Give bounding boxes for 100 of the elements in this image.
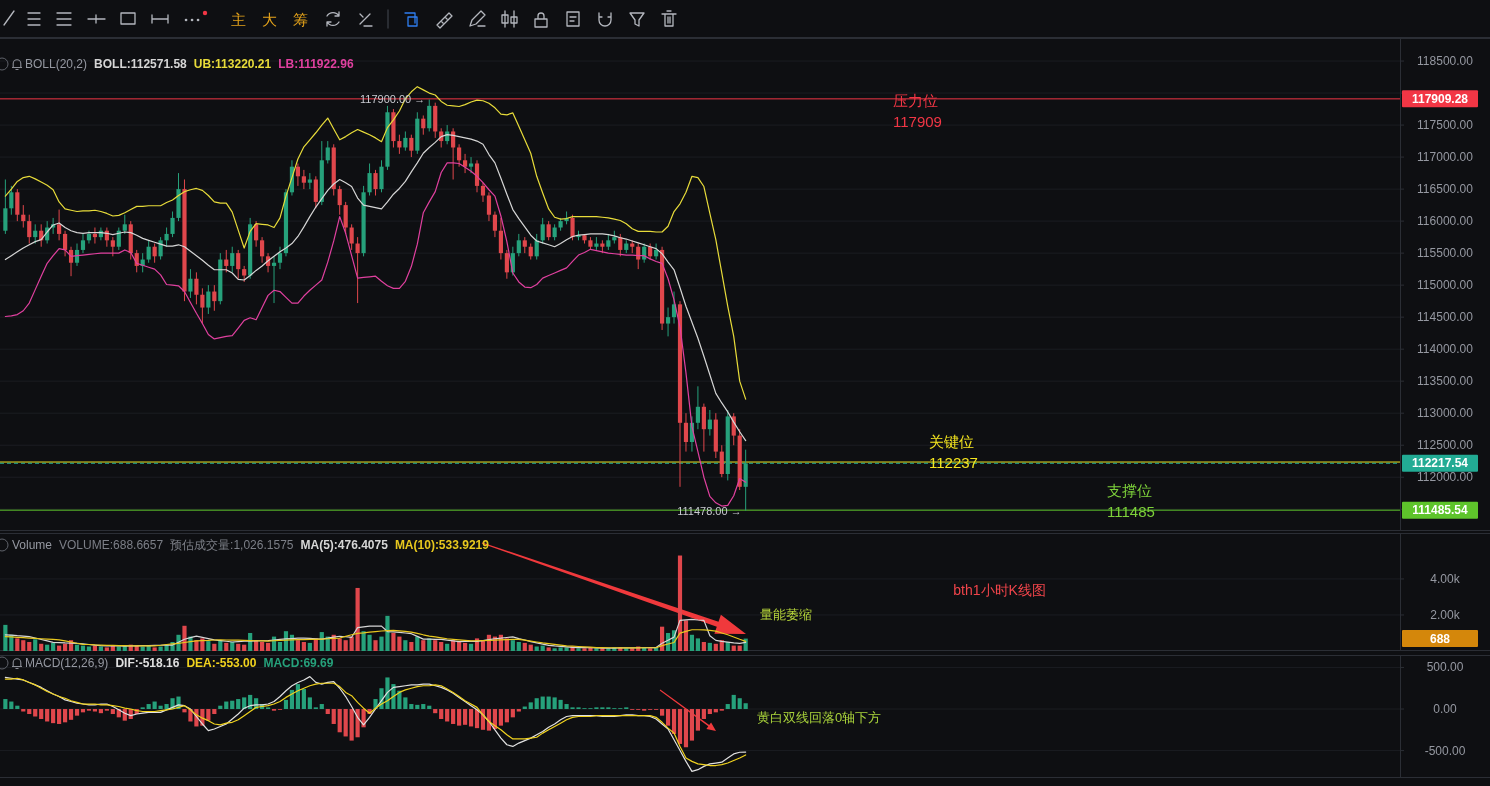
bar	[707, 709, 712, 715]
candlestick	[468, 156, 474, 174]
candlestick	[427, 98, 432, 132]
text: DEA:-553.00	[186, 656, 257, 670]
candlestick	[236, 249, 241, 280]
candlestick	[403, 130, 408, 152]
bar	[457, 641, 462, 651]
bar	[671, 709, 677, 734]
candlestick	[379, 159, 384, 193]
y-tick-label: 4.00k	[1430, 571, 1461, 586]
y-tick-label: 117500.00	[1417, 118, 1474, 133]
bar	[457, 709, 462, 726]
bar	[301, 689, 306, 710]
candlestick	[307, 172, 312, 190]
bar	[433, 640, 438, 651]
bar	[707, 642, 712, 651]
candlestick	[683, 412, 689, 453]
y-tick-label: 0.00	[1433, 702, 1457, 717]
candlestick	[665, 307, 671, 337]
bar	[731, 694, 736, 710]
text: bth1小时K线图	[953, 581, 1046, 598]
bar	[152, 647, 157, 651]
y-tick-label: 116000.00	[1417, 214, 1474, 229]
legend-title: Volume	[12, 538, 53, 552]
bar	[33, 709, 38, 717]
candlestick	[498, 217, 503, 261]
bar	[445, 709, 450, 722]
bar	[462, 642, 468, 651]
text: 量能萎缩	[760, 606, 812, 622]
bar	[343, 640, 348, 651]
bar	[152, 701, 157, 710]
bar	[415, 636, 420, 651]
bar	[337, 709, 342, 733]
bar	[39, 643, 44, 651]
candlestick	[421, 114, 426, 136]
bar	[74, 709, 80, 716]
bar	[462, 709, 468, 725]
line-series	[4, 162, 747, 507]
annotation: VOLUME:688.6657	[59, 538, 164, 552]
bar	[224, 642, 229, 651]
candlestick	[540, 217, 545, 245]
y-tick-label: 114000.00	[1417, 342, 1474, 357]
bar	[648, 648, 653, 651]
text: 大	[261, 10, 277, 28]
bar	[737, 698, 742, 710]
bar	[510, 709, 515, 718]
bar	[534, 698, 539, 710]
candlestick	[122, 214, 127, 235]
text: DIF:-518.16	[115, 656, 180, 670]
bar	[439, 641, 444, 651]
bar	[337, 638, 342, 651]
bar	[92, 709, 98, 712]
candlestick	[570, 214, 575, 241]
candlestick	[254, 220, 259, 248]
bar	[660, 709, 665, 716]
bar	[39, 709, 44, 719]
bar	[373, 640, 378, 651]
y-tick-label: 115500.00	[1417, 246, 1474, 261]
text: LB:111922.96	[278, 57, 354, 71]
bar	[212, 709, 217, 715]
bar	[146, 704, 151, 710]
y-tick-label: 118500.00	[1417, 54, 1474, 69]
bar	[62, 709, 68, 723]
bar	[325, 709, 330, 715]
y-tick-label: 112000.00	[1417, 470, 1474, 485]
bar	[331, 709, 336, 724]
bar	[445, 643, 450, 651]
candlestick	[9, 185, 14, 216]
ref-line-label: 112217.54	[1411, 456, 1469, 471]
y-tick-label: 112500.00	[1417, 438, 1474, 453]
bar	[283, 699, 289, 710]
y-tick-label: 117000.00	[1417, 150, 1474, 165]
bar	[403, 640, 408, 651]
bar	[68, 709, 74, 720]
candlestick	[92, 227, 98, 245]
candlestick	[516, 233, 521, 257]
y-tick-label: 114500.00	[1417, 310, 1474, 325]
bar	[74, 644, 80, 651]
bar	[701, 709, 706, 719]
candlestick	[301, 169, 306, 190]
candlestick	[719, 444, 724, 478]
y-tick-label: 113000.00	[1417, 406, 1474, 421]
bar	[265, 642, 271, 651]
bar	[104, 647, 109, 651]
bar	[45, 709, 50, 722]
candlestick	[164, 227, 169, 248]
candlestick	[194, 271, 199, 305]
bar	[409, 704, 414, 710]
candlestick	[206, 284, 211, 315]
y-tick-label: 2.00k	[1430, 607, 1461, 622]
candlestick	[62, 230, 68, 257]
bar	[546, 696, 551, 710]
text: MA(5):476.4075	[300, 538, 389, 552]
candlestick	[313, 175, 318, 209]
bar	[677, 709, 683, 744]
bar	[45, 644, 50, 651]
bar	[516, 709, 521, 712]
text: MA(10):533.9219	[394, 538, 490, 552]
candlestick	[462, 153, 468, 174]
candlestick	[367, 162, 372, 196]
